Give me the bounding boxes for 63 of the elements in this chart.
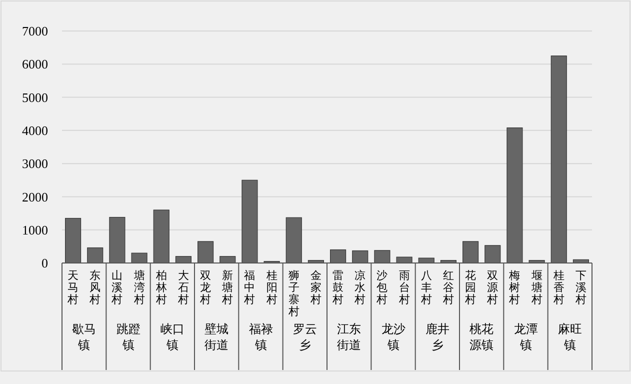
text: 跳蹬镇	[116, 322, 140, 352]
x-tick-label: 大石村	[176, 269, 189, 306]
text: 麻旺镇	[558, 322, 582, 352]
y-tick-label: 0	[42, 256, 48, 271]
bar	[87, 247, 104, 264]
x-tick-label: 福中村	[243, 269, 256, 306]
text: 罗云乡	[292, 322, 317, 352]
bar	[198, 241, 214, 264]
x-tick-label: 沙包村	[376, 269, 388, 306]
x-tick-label: 新塘村	[221, 269, 234, 306]
bar	[286, 217, 302, 264]
bar	[374, 250, 390, 264]
x-tick-label: 八丰村	[420, 270, 432, 306]
bar	[109, 216, 126, 264]
x-tick-label: 天马村	[66, 270, 79, 306]
x-tick-label: 东风村	[88, 269, 101, 306]
x-tick-label: 双龙村	[199, 270, 212, 306]
x-tick-label: 山溪村	[110, 269, 123, 306]
bar	[396, 256, 412, 264]
x-tick-label: 狮子寨村	[287, 270, 300, 318]
bar	[242, 180, 258, 264]
x-tick-label: 塘湾村	[132, 269, 145, 306]
y-tick-label: 2000	[22, 189, 48, 204]
text: 桃花源镇	[470, 322, 494, 352]
bar	[484, 245, 501, 264]
text: 鹿井乡	[425, 322, 450, 352]
x-tick-label: 双源村	[486, 270, 498, 306]
bar	[131, 252, 148, 264]
x-tick-label: 金家村	[309, 270, 322, 306]
y-tick-label: 5000	[22, 90, 48, 105]
bar	[175, 256, 192, 264]
x-tick-label: 下溪村	[574, 270, 586, 306]
x-tick-label: 红谷村	[442, 270, 454, 306]
bar	[506, 127, 523, 264]
x-tick-label: 雷鼓村	[332, 270, 344, 306]
bar	[220, 256, 236, 264]
bar	[330, 249, 346, 264]
x-tick-label: 堰塘村	[530, 270, 542, 306]
x-tick-label: 柏林村	[154, 270, 167, 306]
x-tick-label: 凉水村	[354, 269, 366, 306]
bar	[65, 218, 82, 264]
text: 龙潭镇	[514, 322, 538, 352]
x-tick-label: 雨台村	[398, 270, 410, 306]
y-tick-label: 4000	[22, 122, 48, 138]
x-tick-label: 桂香村	[552, 270, 564, 306]
text: 龙沙镇	[381, 322, 406, 352]
bar	[352, 250, 368, 264]
text: 壁城街道	[204, 322, 229, 352]
x-tick-label: 桂阳村	[265, 270, 278, 306]
x-tick-label: 梅树村	[508, 270, 520, 306]
text: 江东街道	[337, 322, 362, 352]
bar	[153, 210, 170, 264]
bar	[462, 241, 479, 264]
bar	[550, 56, 567, 264]
y-tick-label: 6000	[22, 56, 48, 72]
text: 歇马镇	[72, 322, 96, 352]
text: 峡口镇	[160, 322, 184, 352]
text: 福禄镇	[248, 322, 273, 352]
y-tick-label: 7000	[22, 24, 48, 39]
x-tick-label: 花园村	[464, 269, 476, 306]
y-tick-label: 3000	[22, 156, 48, 172]
y-tick-label: 1000	[22, 222, 48, 238]
bar	[418, 258, 434, 264]
